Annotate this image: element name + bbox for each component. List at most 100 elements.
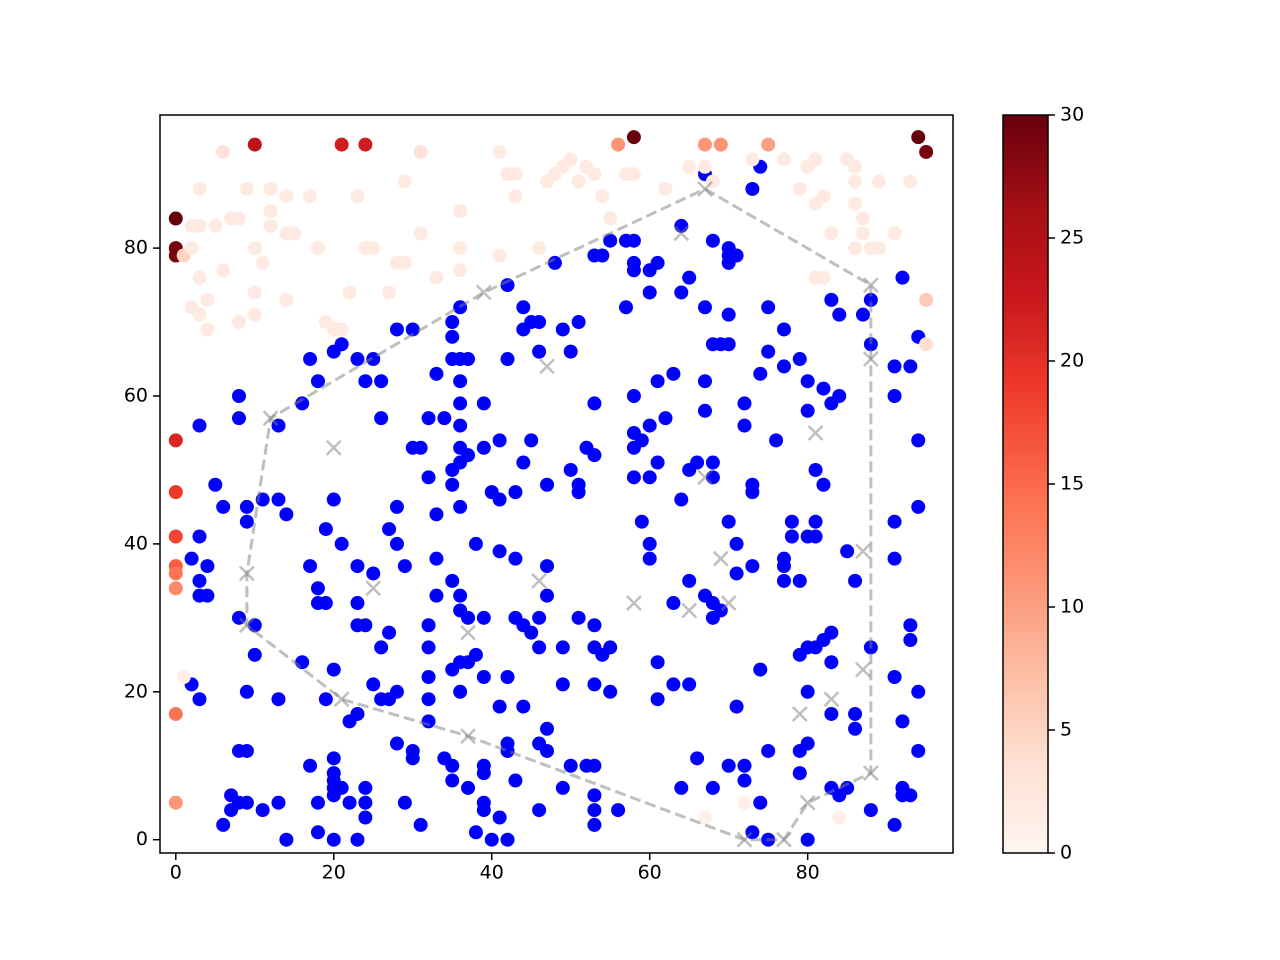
point (532, 640, 547, 655)
point (310, 825, 325, 840)
point (366, 566, 381, 581)
point (800, 403, 815, 418)
colorbar-tick-label: 25 (1060, 227, 1084, 249)
point (587, 618, 602, 633)
point (848, 573, 863, 588)
point (516, 699, 531, 714)
point (753, 662, 768, 677)
cross-marker (626, 595, 642, 611)
x-tick-label: 20 (322, 862, 346, 884)
point (540, 721, 555, 736)
point (492, 810, 507, 825)
point (382, 285, 397, 300)
point (476, 766, 491, 781)
point (342, 285, 357, 300)
point (168, 485, 183, 500)
point (303, 559, 318, 574)
point (650, 455, 665, 470)
point (532, 344, 547, 359)
point (397, 174, 412, 189)
point (508, 189, 523, 204)
point (911, 130, 926, 145)
point (776, 559, 791, 574)
point (287, 226, 302, 241)
cross-marker (365, 580, 382, 597)
point (642, 551, 657, 566)
point (761, 137, 776, 152)
point (737, 758, 752, 773)
point (745, 559, 760, 574)
point (279, 189, 294, 204)
point (792, 181, 807, 196)
point (453, 241, 468, 256)
point (919, 144, 934, 159)
point (192, 573, 207, 588)
point (555, 322, 570, 337)
point (453, 684, 468, 699)
point (350, 706, 365, 721)
point (650, 255, 665, 270)
point (500, 670, 515, 685)
cross-marker (460, 624, 476, 641)
point (239, 499, 254, 514)
point (310, 241, 325, 256)
point (895, 270, 910, 285)
point (318, 522, 333, 537)
point (737, 795, 752, 810)
axes-frame (159, 114, 954, 854)
colorbar-tick-label: 5 (1060, 719, 1072, 741)
cross-marker (673, 225, 690, 242)
cross-marker (539, 358, 555, 375)
x-tick-label: 40 (480, 862, 504, 884)
point (326, 662, 341, 677)
point (769, 433, 784, 448)
point (761, 743, 776, 758)
point (429, 588, 444, 603)
point (705, 470, 720, 485)
cross-marker (862, 765, 879, 782)
point (476, 396, 491, 411)
point (184, 218, 199, 233)
point (468, 536, 483, 551)
point (168, 529, 183, 544)
point (350, 559, 365, 574)
point (848, 196, 863, 211)
point (571, 174, 586, 189)
point (358, 137, 373, 152)
point (745, 181, 760, 196)
point (216, 499, 231, 514)
point (239, 743, 254, 758)
point (792, 647, 807, 662)
point (650, 692, 665, 707)
cross-marker (712, 550, 729, 567)
point (437, 751, 452, 766)
point (532, 736, 547, 751)
point (326, 492, 341, 507)
point (508, 551, 523, 566)
cross-marker (791, 706, 808, 722)
point (231, 389, 246, 404)
point (192, 270, 207, 285)
point (753, 366, 768, 381)
point (310, 795, 325, 810)
y-tick-label: 40 (124, 532, 148, 554)
point (468, 825, 483, 840)
point (532, 610, 547, 625)
cross-marker (681, 602, 698, 619)
point (524, 433, 539, 448)
point (690, 455, 705, 470)
point (887, 551, 902, 566)
point (453, 396, 468, 411)
point (721, 514, 736, 529)
point (532, 241, 547, 256)
point (737, 418, 752, 433)
point (429, 507, 444, 522)
point (484, 832, 499, 847)
point (540, 559, 555, 574)
point (224, 788, 239, 803)
point (784, 529, 799, 544)
point (587, 167, 602, 182)
point (800, 374, 815, 389)
point (279, 507, 294, 522)
point (326, 344, 341, 359)
